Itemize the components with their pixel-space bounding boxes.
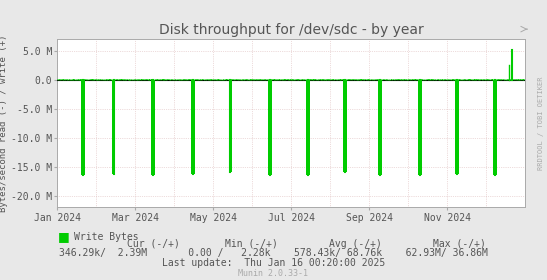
Text: Min (-/+): Min (-/+) [225, 239, 278, 249]
Text: Max (-/+): Max (-/+) [433, 239, 486, 249]
Text: Cur (-/+): Cur (-/+) [127, 239, 179, 249]
Text: RRDTOOL / TOBI OETIKER: RRDTOOL / TOBI OETIKER [538, 76, 544, 170]
Y-axis label: Bytes/second read (-) / write (+): Bytes/second read (-) / write (+) [0, 34, 8, 212]
Text: ■: ■ [57, 230, 69, 243]
Text: Avg (-/+): Avg (-/+) [329, 239, 382, 249]
Text: Munin 2.0.33-1: Munin 2.0.33-1 [238, 269, 309, 277]
Text: Last update:  Thu Jan 16 00:20:00 2025: Last update: Thu Jan 16 00:20:00 2025 [162, 258, 385, 268]
Text: Write Bytes: Write Bytes [74, 232, 138, 242]
Title: Disk throughput for /dev/sdc - by year: Disk throughput for /dev/sdc - by year [159, 23, 424, 37]
Text: 346.29k/  2.39M       0.00 /   2.28k    578.43k/ 68.76k    62.93M/ 36.86M: 346.29k/ 2.39M 0.00 / 2.28k 578.43k/ 68.… [59, 248, 488, 258]
